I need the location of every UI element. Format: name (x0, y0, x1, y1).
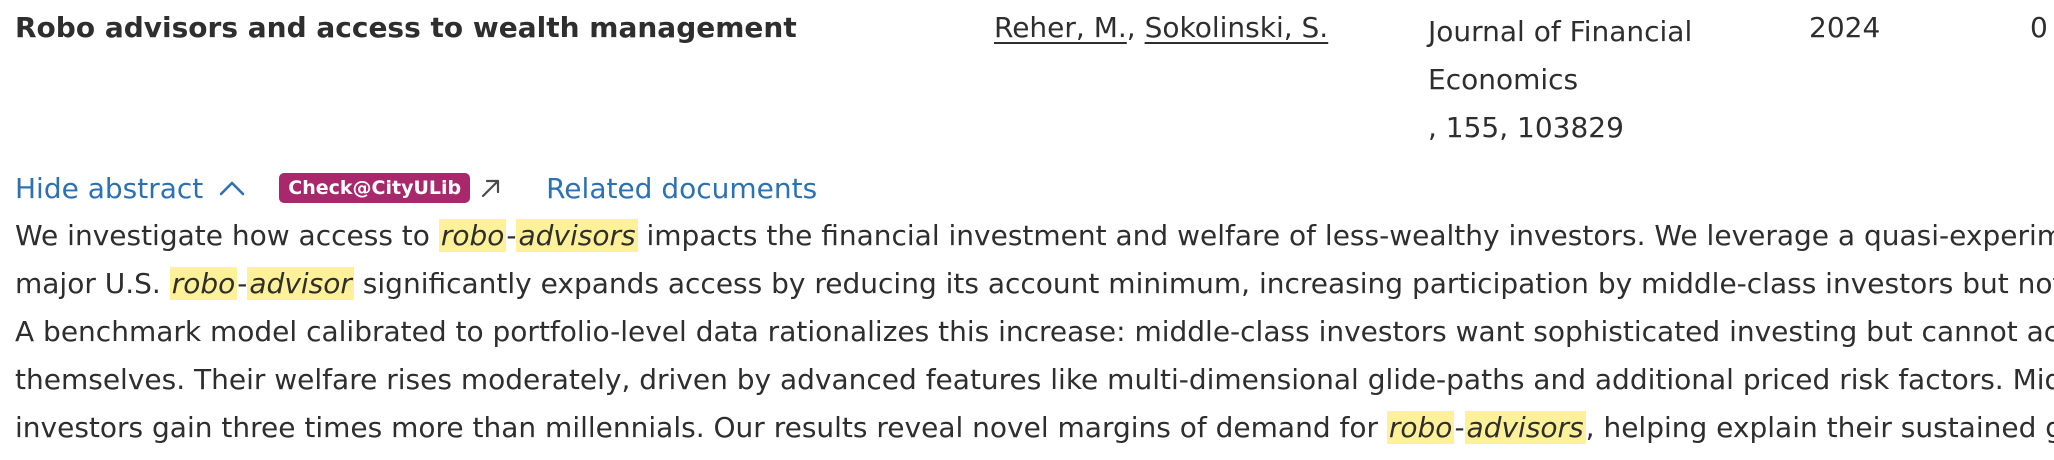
check-library-button[interactable]: Check@CityULib (279, 173, 471, 203)
chevron-up-icon[interactable] (219, 180, 245, 196)
hide-abstract-button[interactable]: Hide abstract (15, 171, 204, 205)
publication-year: 2024 (1809, 11, 1881, 44)
source-line: Journal of Financial (1428, 15, 1693, 48)
abstract-segment: , helping explain their sustained growth… (1585, 411, 2054, 444)
external-link-icon[interactable] (480, 177, 502, 199)
source-line: Economics (1428, 63, 1579, 96)
abstract-segment: - (506, 219, 517, 252)
authors-list: Reher, M., Sokolinski, S. (994, 8, 1328, 48)
citation-count: 0 (2030, 11, 2048, 44)
abstract-segment: investors gain three times more than mil… (15, 411, 1387, 444)
abstract-line: A benchmark model calibrated to portfoli… (15, 315, 2054, 348)
author-separator: , (1126, 11, 1145, 44)
highlighted-term: robo (1386, 411, 1455, 444)
highlighted-term: advisors (1464, 411, 1586, 444)
highlighted-term: advisors (516, 219, 638, 252)
abstract-segment: We investigate how access to (15, 219, 439, 252)
result-actions: Hide abstract Check@CityULib Related doc… (15, 166, 817, 210)
abstract-line: major U.S. robo-advisor significantly ex… (15, 260, 2054, 308)
source-title: Journal of Financial Economics , 155, 10… (1428, 8, 1728, 152)
related-documents-link[interactable]: Related documents (546, 171, 818, 205)
author-link[interactable]: Reher, M. (994, 11, 1127, 44)
author-link[interactable]: Sokolinski, S. (1144, 11, 1329, 44)
abstract-line: investors gain three times more than mil… (15, 404, 2054, 452)
abstract-segment: - (1454, 411, 1465, 444)
source-line: , 155, 103829 (1428, 111, 1624, 144)
document-result-row: Robo advisors and access to wealth manag… (0, 0, 2054, 150)
abstract-segment: major U.S. (15, 267, 170, 300)
abstract-line: We investigate how access to robo-adviso… (15, 212, 2054, 260)
highlighted-term: robo (169, 267, 238, 300)
abstract-line: themselves. Their welfare rises moderate… (15, 363, 2054, 396)
abstract-segment: - (237, 267, 248, 300)
document-title[interactable]: Robo advisors and access to wealth manag… (15, 11, 797, 44)
abstract-text: We investigate how access to robo-adviso… (15, 212, 2054, 452)
abstract-segment: significantly expands access by reducing… (353, 267, 2054, 300)
highlighted-term: advisor (247, 267, 354, 300)
abstract-segment: impacts the financial investment and wel… (646, 219, 2054, 252)
highlighted-term: robo (438, 219, 507, 252)
